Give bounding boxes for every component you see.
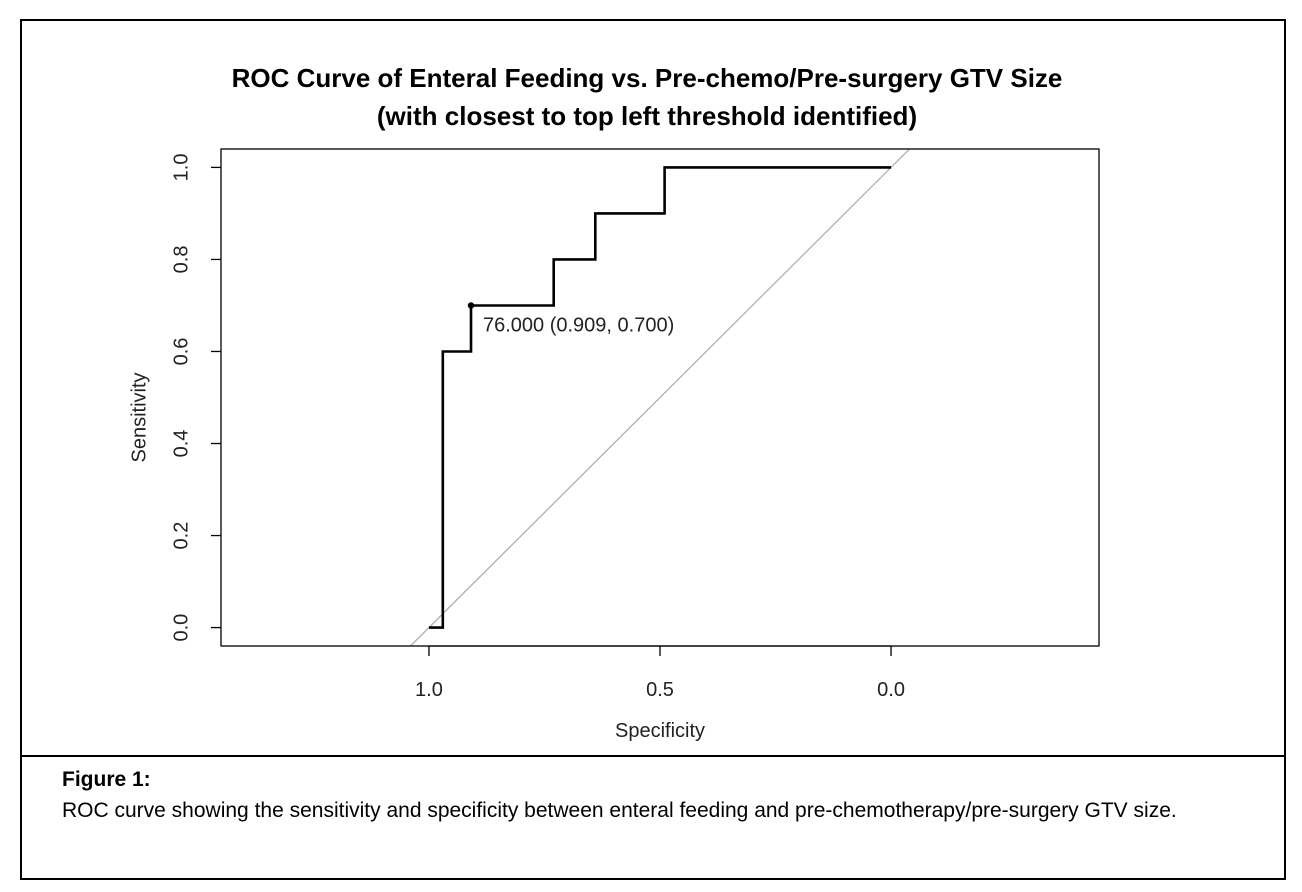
y-tick-label: 1.0 (170, 154, 192, 182)
y-axis-label: Sensitivity (128, 372, 150, 462)
y-tick-label: 0.0 (170, 614, 192, 642)
threshold-point (467, 302, 475, 309)
x-tick-label: 1.0 (415, 679, 443, 701)
y-tick-label: 0.8 (170, 246, 192, 274)
chart-title-line-2: (with closest to top left threshold iden… (376, 101, 918, 131)
x-axis-label: Specificity (615, 720, 705, 742)
caption-label: Figure 1: (62, 768, 151, 791)
chart-title: ROC Curve of Enteral Feeding vs. Pre-che… (22, 59, 1272, 135)
figure-caption: Figure 1: ROC curve showing the sensitiv… (62, 765, 1262, 827)
reference-diagonal-line (409, 149, 911, 646)
roc-curve-line (428, 166, 892, 629)
caption-text: ROC curve showing the sensitivity and sp… (62, 799, 1177, 822)
x-tick-label: 0.5 (646, 679, 674, 701)
figure-frame: ROC Curve of Enteral Feeding vs. Pre-che… (20, 19, 1286, 880)
chart-title-line-1: ROC Curve of Enteral Feeding vs. Pre-che… (231, 63, 1063, 93)
y-tick-label: 0.2 (170, 522, 192, 550)
caption-divider (22, 755, 1284, 757)
y-tick-label: 0.6 (170, 338, 192, 366)
x-tick-label: 0.0 (877, 679, 905, 701)
roc-plot: 76.000 (0.909, 0.700) 1.0 0.5 0.0 0.0 0.2 0.4 0… (128, 148, 1100, 742)
y-tick-label: 0.4 (170, 430, 192, 458)
threshold-label: 76.000 (0.909, 0.700) (483, 314, 674, 336)
figure-area: ROC Curve of Enteral Feeding vs. Pre-che… (22, 21, 1284, 757)
